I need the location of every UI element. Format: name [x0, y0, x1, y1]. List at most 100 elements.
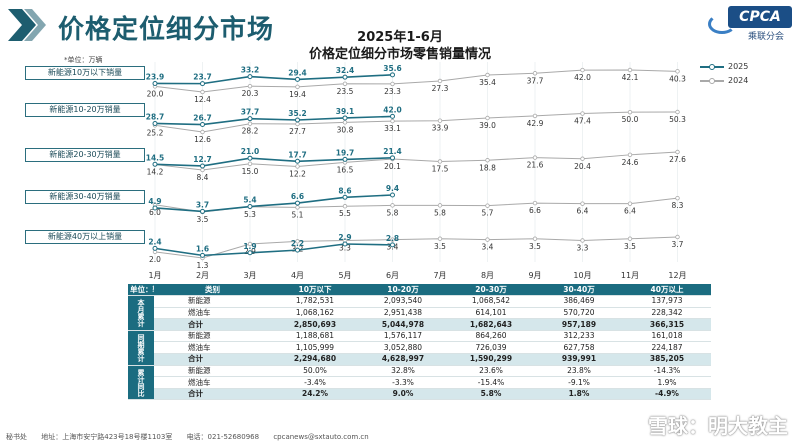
data-label-2024: 20.3	[242, 89, 259, 98]
series-2024-line	[154, 151, 678, 171]
table-row-type: 燃油车	[154, 376, 271, 389]
chevron-right-icon	[8, 9, 46, 41]
data-label-2024: 15.0	[242, 167, 259, 176]
point-2024	[485, 72, 490, 78]
point-2024	[675, 234, 680, 240]
table-cell: 366,315	[623, 318, 711, 331]
data-label-2024: 5.1	[292, 210, 304, 219]
table-cell: 1.8%	[535, 388, 623, 401]
table-cell: 5,044,978	[359, 318, 447, 331]
table-cell: 726,039	[447, 341, 535, 355]
table-cell: 385,205	[623, 353, 711, 366]
table-row: 合计 2,294,680 4,628,997 1,590,299 939,991 385,…	[128, 353, 711, 366]
point-2025	[247, 204, 253, 210]
data-label-2024: 3.3	[339, 244, 351, 253]
data-label-2025: 6.6	[291, 192, 304, 201]
data-label-2024: 6.4	[624, 207, 636, 216]
table-cell: 24.2%	[271, 388, 359, 401]
footer-org: 秘书处	[6, 433, 27, 441]
table-header-cell: 40万以上	[623, 284, 711, 297]
point-2024	[580, 201, 585, 206]
data-label-2024: 20.0	[147, 89, 164, 98]
point-2024	[532, 113, 538, 119]
data-label-2025: 14.5	[146, 153, 165, 162]
table-cell: 614,101	[447, 307, 535, 320]
point-2024	[675, 109, 680, 115]
table-cell: 224,187	[623, 341, 711, 355]
data-label-2024: 6.0	[149, 208, 161, 217]
series-2024-line	[154, 197, 678, 213]
chart-title-line1: 2025年1-6月	[357, 30, 443, 45]
legend-item-2025: 2025	[698, 60, 788, 74]
point-2024	[295, 164, 300, 169]
footer-email: cpcanews@sxtauto.com.cn	[273, 433, 369, 441]
data-label-2024: 35.4	[479, 78, 496, 87]
data-label-2024: 2.0	[149, 255, 161, 264]
table-row-type: 燃油车	[154, 341, 271, 355]
table-cell: 161,018	[623, 330, 711, 343]
point-2025	[200, 208, 205, 214]
point-2024	[437, 236, 443, 241]
point-2024	[200, 89, 205, 95]
table-cell: 1,068,162	[271, 307, 359, 320]
table-cell: 312,233	[535, 330, 623, 343]
point-2024	[295, 84, 300, 90]
point-2024	[247, 161, 253, 167]
data-label-2024: 20.4	[574, 162, 591, 171]
point-2024	[532, 200, 538, 206]
table-row: 本月累计 新能源 1,782,531 2,093,540 1,068,542 386,46…	[128, 295, 711, 331]
point-2024	[627, 236, 633, 241]
point-2025	[390, 242, 395, 248]
footer-address: 地址：上海市安宁路423号18号楼1103室	[41, 433, 173, 441]
data-label-2024: 3.5	[434, 242, 446, 251]
legend-item-2024: 2024	[698, 74, 788, 88]
table-row-type: 新能源	[154, 295, 271, 308]
data-label-2025: 3.7	[196, 200, 209, 209]
table-cell: 32.8%	[359, 365, 447, 378]
point-2024	[342, 120, 348, 125]
data-label-2025: 12.7	[193, 155, 212, 164]
table-cell: 5.8%	[447, 388, 535, 401]
point-2024	[675, 195, 680, 201]
data-label-2024: 12.2	[289, 169, 306, 178]
data-label-2024: 27.7	[289, 127, 306, 136]
point-2025	[152, 245, 158, 251]
table-row: 合计 24.2% 9.0% 5.8% 1.8% -4.9%	[128, 388, 711, 401]
point-2025	[390, 155, 395, 161]
x-tick-label: 1月	[148, 271, 161, 280]
point-2025	[342, 241, 348, 247]
point-2024	[390, 237, 395, 242]
point-2025	[247, 155, 253, 161]
point-2025	[342, 115, 348, 121]
sales-table: 单位：辆类别10万以下10-20万20-30万30-40万40万以上本月累计新能…	[128, 284, 711, 401]
series-2025-line	[154, 74, 393, 85]
point-2024	[247, 83, 253, 89]
data-label-2024: 3.3	[577, 244, 589, 253]
data-label-2024: 8.3	[672, 201, 684, 210]
data-label-2024: 37.7	[527, 76, 544, 85]
table-cell: 1,682,643	[447, 318, 535, 331]
point-2024	[580, 111, 585, 116]
table-group-cell: 累计同比	[128, 365, 154, 401]
data-label-2025: 23.7	[193, 73, 212, 82]
point-2024	[580, 238, 585, 243]
data-label-2024: 16.5	[337, 165, 354, 174]
data-label-2024: 21.6	[527, 161, 544, 170]
data-label-2025: 2.8	[386, 234, 399, 243]
table-cell: 957,189	[535, 318, 623, 331]
panel-label-4: 新能源30-40万销量	[25, 190, 145, 204]
data-label-2025: 1.9	[243, 242, 256, 251]
chart-legend: 2025 2024	[698, 60, 788, 88]
table-cell: 3,052,880	[359, 341, 447, 355]
table-row-type: 合计	[154, 353, 271, 366]
point-2024	[627, 109, 633, 115]
data-label-2024: 8.4	[197, 173, 209, 182]
data-label-2024: 1.3	[197, 261, 209, 270]
point-2024	[627, 67, 633, 73]
data-label-2024: 6.6	[529, 206, 541, 215]
data-label-2024: 23.5	[337, 87, 354, 96]
x-tick-label: 5月	[338, 271, 351, 280]
point-2024	[485, 115, 490, 121]
